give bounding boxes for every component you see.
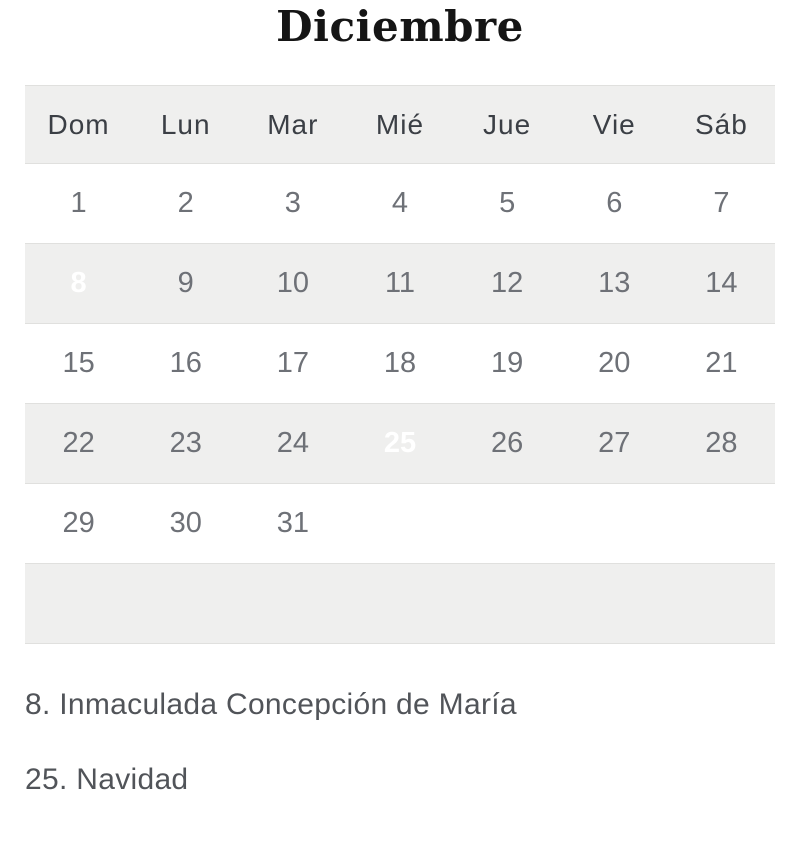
day-cell-empty xyxy=(239,563,347,644)
weekday-label: Mar xyxy=(239,85,347,164)
day-cell-empty xyxy=(453,563,561,644)
day-cell-empty xyxy=(561,484,668,564)
day-cell: 3 xyxy=(284,187,301,219)
day-cell: 18 xyxy=(383,347,417,379)
day-cell: 30 xyxy=(169,507,202,539)
day-cell: 11 xyxy=(346,243,454,324)
day-cell: 29 xyxy=(62,507,95,539)
day-cell: 2 xyxy=(177,187,194,219)
weekday-label: Lun xyxy=(132,85,240,164)
day-cell: 1 xyxy=(70,187,87,219)
weekday-label: Sáb xyxy=(667,85,775,164)
weekday-row: Dom Lun Mar Mié Jue Vie Sáb xyxy=(25,85,775,164)
weekday-label: Mié xyxy=(346,85,454,164)
day-cell: 7 xyxy=(713,187,730,219)
day-cell: 4 xyxy=(391,187,409,219)
week-row: 22 23 24 25 26 27 28 xyxy=(25,403,775,484)
week-row: 8 9 10 11 12 13 14 xyxy=(25,243,775,324)
day-cell: 10 xyxy=(239,243,347,324)
weekday-label: Vie xyxy=(560,85,668,164)
day-cell-holiday-25[interactable]: 25 xyxy=(346,403,454,484)
day-cell-empty xyxy=(667,563,775,644)
day-cell-empty xyxy=(668,484,775,564)
day-cell-empty xyxy=(25,563,133,644)
day-cell: 14 xyxy=(667,243,775,324)
day-cell: 22 xyxy=(25,403,133,484)
day-cell: 20 xyxy=(598,347,631,379)
day-cell: 24 xyxy=(239,403,347,484)
week-row: 1 2 3 4 5 6 7 xyxy=(25,164,775,244)
day-cell: 17 xyxy=(276,347,309,379)
day-cell-empty xyxy=(454,484,561,564)
day-cell-empty xyxy=(560,563,668,644)
day-cell-empty xyxy=(346,563,454,644)
week-row: 29 30 31 xyxy=(25,484,775,564)
day-cell: 19 xyxy=(491,347,524,379)
calendar-table: Dom Lun Mar Mié Jue Vie Sáb 1 2 3 4 5 6 7 8 9 10 11 12 13 1… xyxy=(25,85,775,644)
day-cell: 13 xyxy=(560,243,668,324)
weekday-label: Dom xyxy=(25,85,133,164)
day-cell: 5 xyxy=(499,187,516,219)
weekday-header-row: Dom Lun Mar Mié Jue Vie Sáb xyxy=(25,85,775,164)
day-cell: 15 xyxy=(62,347,95,379)
legend-item-inmaculada: 8. Inmaculada Concepción de María xyxy=(25,688,517,721)
day-cell: 26 xyxy=(453,403,561,484)
day-cell-empty xyxy=(346,484,453,564)
day-cell: 9 xyxy=(132,243,240,324)
week-row: 15 16 17 18 19 20 21 xyxy=(25,324,775,404)
day-cell: 21 xyxy=(705,347,738,379)
weekday-label: Jue xyxy=(453,85,561,164)
day-cell: 31 xyxy=(276,507,309,539)
day-cell-empty xyxy=(132,563,240,644)
day-cell: 27 xyxy=(560,403,668,484)
holiday-legend: 8. Inmaculada Concepción de María 25. Na… xyxy=(25,688,800,797)
day-cell: 16 xyxy=(169,347,202,379)
calendar-weeks: 1 2 3 4 5 6 7 8 9 10 11 12 13 14 15 16 17 18 19 20 21 22 23 24 2… xyxy=(25,164,775,644)
day-cell-holiday-8[interactable]: 8 xyxy=(25,243,133,324)
day-cell: 12 xyxy=(453,243,561,324)
legend-item-navidad: 25. Navidad xyxy=(25,763,189,796)
month-title: Diciembre xyxy=(276,2,524,51)
week-row xyxy=(25,563,775,644)
day-cell: 23 xyxy=(132,403,240,484)
day-cell: 6 xyxy=(606,187,623,219)
day-cell: 28 xyxy=(667,403,775,484)
